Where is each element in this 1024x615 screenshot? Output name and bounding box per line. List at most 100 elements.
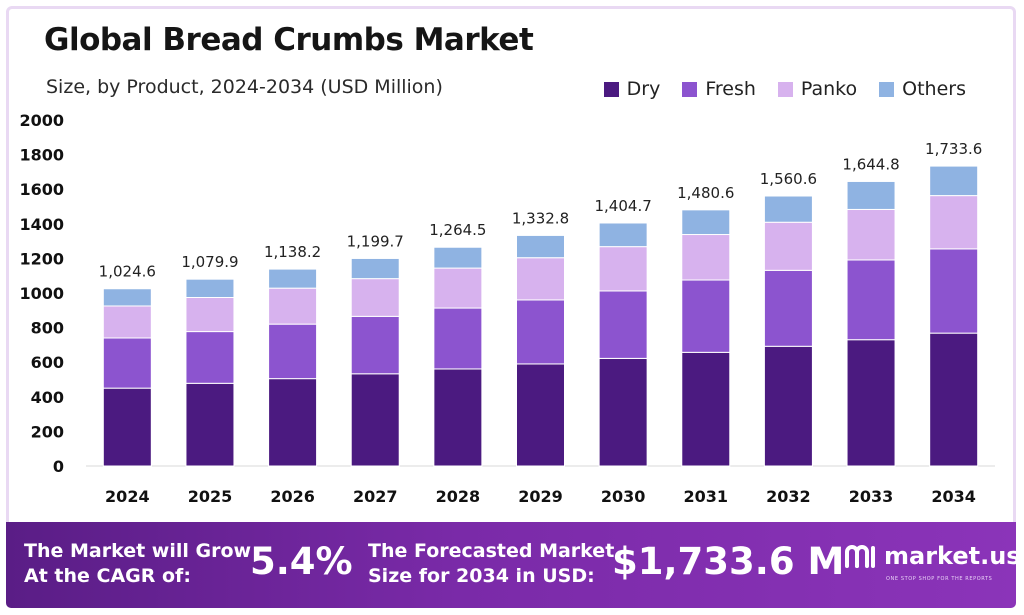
bar-segment-fresh xyxy=(846,259,896,341)
legend-label-others: Others xyxy=(902,78,966,100)
bar-total-label: 1,644.8 xyxy=(842,155,899,173)
y-tick-label: 1600 xyxy=(19,180,64,199)
bar-segment-panko xyxy=(185,296,235,333)
bar-segment-dry xyxy=(433,368,483,467)
y-tick-label: 400 xyxy=(31,388,64,407)
legend: Dry Fresh Panko Others xyxy=(603,78,966,100)
bar-segment-panko xyxy=(681,234,731,281)
x-tick-label: 2025 xyxy=(188,487,233,506)
brand-logo: market.us ONE STOP SHOP FOR THE REPORTS xyxy=(844,542,1021,582)
bar-segment-panko xyxy=(598,246,648,292)
market-us-logo-icon xyxy=(845,545,875,568)
bar-segment-fresh xyxy=(681,279,731,353)
y-tick-label: 2000 xyxy=(19,111,64,130)
legend-swatch-fresh xyxy=(682,81,698,97)
chart-title: Global Bread Crumbs Market xyxy=(44,22,534,58)
legend-label-panko: Panko xyxy=(800,78,858,100)
y-tick-label: 1400 xyxy=(19,215,64,234)
bar-segment-others xyxy=(102,288,152,307)
bar-segment-fresh xyxy=(433,307,483,370)
bar-total-label: 1,024.6 xyxy=(99,263,156,281)
bar-total-label: 1,138.2 xyxy=(264,243,321,261)
legend-label-fresh: Fresh xyxy=(705,78,756,100)
bar-total-label: 1,404.7 xyxy=(595,197,652,215)
x-tick-label: 2029 xyxy=(518,487,563,506)
bar-segment-panko xyxy=(763,221,813,271)
x-tick-label: 2032 xyxy=(766,487,811,506)
bar-segment-dry xyxy=(350,373,400,467)
bar-segment-dry xyxy=(185,382,235,467)
brand-tagline: ONE STOP SHOP FOR THE REPORTS xyxy=(886,576,993,582)
legend-swatch-dry xyxy=(603,81,619,97)
legend-swatch-panko xyxy=(777,81,793,97)
x-tick-label: 2033 xyxy=(849,487,894,506)
bar-segment-fresh xyxy=(268,323,318,380)
bar-segment-dry xyxy=(268,378,318,467)
bar-segment-dry xyxy=(598,357,648,467)
bar-total-label: 1,079.9 xyxy=(181,253,238,271)
bar-segment-dry xyxy=(846,339,896,467)
bar-segment-fresh xyxy=(763,269,813,347)
y-tick-label: 200 xyxy=(31,422,64,441)
bar-segment-others xyxy=(185,278,235,298)
bar-segment-fresh xyxy=(185,331,235,384)
legend-swatch-others xyxy=(879,81,895,97)
brand-name: market.us xyxy=(884,542,1021,570)
bar-segment-panko xyxy=(929,195,979,250)
bar-segment-fresh xyxy=(598,290,648,359)
bar-segment-dry xyxy=(681,351,731,467)
bar-segment-fresh xyxy=(929,248,979,334)
forecast-caption-line1: The Forecasted Market xyxy=(368,540,615,562)
y-tick-label: 1200 xyxy=(19,249,64,268)
footer-banner: The Market will Grow At the CAGR of: 5.4… xyxy=(6,522,1021,608)
legend-item-panko: Panko xyxy=(777,78,858,100)
legend-item-dry: Dry xyxy=(603,78,661,100)
bar-total-label: 1,199.7 xyxy=(347,232,404,250)
bar-segment-others xyxy=(516,234,565,259)
x-tick-label: 2026 xyxy=(270,487,315,506)
bar-segment-dry xyxy=(102,387,152,467)
bar-segment-others xyxy=(598,222,648,248)
bar-segment-others xyxy=(763,195,813,223)
bar-segment-others xyxy=(268,268,318,289)
bar-segment-panko xyxy=(516,257,565,301)
bar-segment-panko xyxy=(268,287,318,325)
cagr-caption: The Market will Grow At the CAGR of: xyxy=(24,539,251,589)
forecast-caption: The Forecasted Market Size for 2034 in U… xyxy=(368,539,614,589)
chart-subtitle: Size, by Product, 2024-2034 (USD Million… xyxy=(46,76,443,98)
bar-total-label: 1,332.8 xyxy=(512,209,569,227)
cagr-value: 5.4% xyxy=(250,540,353,583)
bar-segment-others xyxy=(433,246,483,269)
bar-segment-dry xyxy=(929,332,979,467)
y-tick-label: 0 xyxy=(53,457,64,476)
x-tick-label: 2028 xyxy=(436,487,481,506)
legend-label-dry: Dry xyxy=(626,78,661,100)
cagr-caption-line1: The Market will Grow xyxy=(24,540,252,562)
bar-segment-panko xyxy=(102,305,152,339)
bar-segment-fresh xyxy=(102,337,152,389)
y-tick-label: 800 xyxy=(31,319,64,338)
bar-total-label: 1,480.6 xyxy=(677,184,734,202)
y-tick-label: 1800 xyxy=(19,146,64,165)
bar-segment-dry xyxy=(763,345,813,467)
bar-segment-panko xyxy=(350,278,400,317)
bar-segment-panko xyxy=(846,208,896,261)
bar-total-label: 1,264.5 xyxy=(429,221,486,239)
bar-segment-others xyxy=(929,165,979,197)
forecast-value: $1,733.6 M xyxy=(612,540,845,583)
x-tick-label: 2034 xyxy=(931,487,976,506)
forecast-caption-line2: Size for 2034 in USD: xyxy=(368,565,595,587)
cagr-caption-line2: At the CAGR of: xyxy=(24,565,191,587)
y-tick-label: 600 xyxy=(31,353,64,372)
bar-segment-others xyxy=(846,180,896,210)
bar-segment-fresh xyxy=(350,315,400,375)
bar-segment-others xyxy=(350,257,400,280)
x-tick-label: 2030 xyxy=(601,487,646,506)
stacked-bar-chart: 0 200 400 600 800 1000 1200 1400 1600 1800 2000 1,0… xyxy=(19,111,995,506)
y-tick-label: 1000 xyxy=(19,284,64,303)
x-tick-label: 2027 xyxy=(353,487,398,506)
bar-total-label: 1,733.6 xyxy=(925,140,982,158)
bar-segment-fresh xyxy=(516,299,565,365)
x-tick-label: 2024 xyxy=(105,487,150,506)
legend-item-fresh: Fresh xyxy=(682,78,756,100)
